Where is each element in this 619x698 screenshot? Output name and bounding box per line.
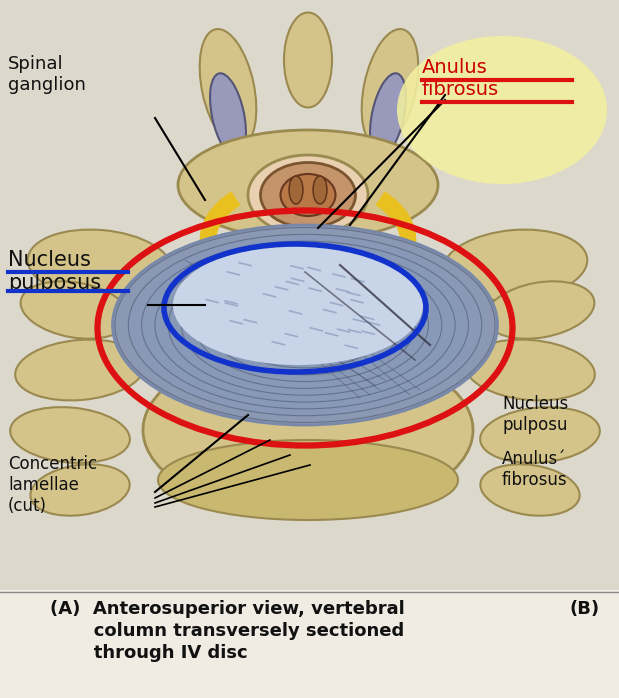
Ellipse shape — [143, 345, 473, 515]
Ellipse shape — [284, 13, 332, 107]
Ellipse shape — [158, 440, 458, 520]
Text: Concentric
lamellae
(cut): Concentric lamellae (cut) — [8, 455, 97, 514]
Ellipse shape — [486, 281, 594, 339]
Ellipse shape — [181, 262, 428, 388]
Ellipse shape — [397, 36, 607, 184]
Ellipse shape — [115, 228, 495, 422]
Ellipse shape — [248, 296, 362, 355]
Ellipse shape — [261, 163, 355, 228]
Ellipse shape — [289, 176, 303, 204]
Ellipse shape — [280, 174, 335, 216]
Ellipse shape — [443, 230, 587, 300]
Ellipse shape — [313, 176, 327, 204]
Ellipse shape — [168, 255, 442, 395]
Ellipse shape — [15, 340, 145, 401]
Ellipse shape — [200, 29, 256, 147]
Ellipse shape — [208, 275, 402, 375]
Ellipse shape — [248, 155, 368, 235]
Text: Nucleus
pulposu: Nucleus pulposu — [502, 395, 568, 433]
Text: Anulus
fibrosus: Anulus fibrosus — [422, 58, 499, 99]
Ellipse shape — [210, 73, 246, 157]
Text: Spinal
ganglion: Spinal ganglion — [8, 55, 86, 94]
Ellipse shape — [10, 407, 130, 463]
Ellipse shape — [20, 281, 129, 339]
Ellipse shape — [128, 235, 482, 416]
Ellipse shape — [261, 302, 348, 348]
Ellipse shape — [195, 269, 415, 382]
Text: (A)  Anterosuperior view, vertebral: (A) Anterosuperior view, vertebral — [50, 600, 405, 618]
Ellipse shape — [218, 238, 246, 258]
Ellipse shape — [178, 130, 438, 240]
Text: through IV disc: through IV disc — [50, 644, 248, 662]
Text: Nucleus
pulposus: Nucleus pulposus — [8, 250, 101, 293]
Ellipse shape — [173, 245, 423, 365]
Ellipse shape — [113, 225, 498, 425]
Ellipse shape — [30, 464, 129, 516]
Ellipse shape — [480, 464, 579, 516]
Text: column transversely sectioned: column transversely sectioned — [50, 622, 404, 640]
Ellipse shape — [222, 282, 389, 368]
Text: Anulus´
fibrosus: Anulus´ fibrosus — [502, 450, 568, 489]
Ellipse shape — [480, 407, 600, 463]
Ellipse shape — [370, 238, 398, 258]
Ellipse shape — [465, 340, 595, 401]
Ellipse shape — [28, 230, 172, 300]
Ellipse shape — [361, 29, 418, 147]
Ellipse shape — [370, 73, 406, 157]
Text: (B): (B) — [570, 600, 600, 618]
Ellipse shape — [142, 241, 469, 409]
Ellipse shape — [155, 248, 455, 402]
FancyBboxPatch shape — [0, 590, 619, 698]
Ellipse shape — [235, 289, 375, 361]
